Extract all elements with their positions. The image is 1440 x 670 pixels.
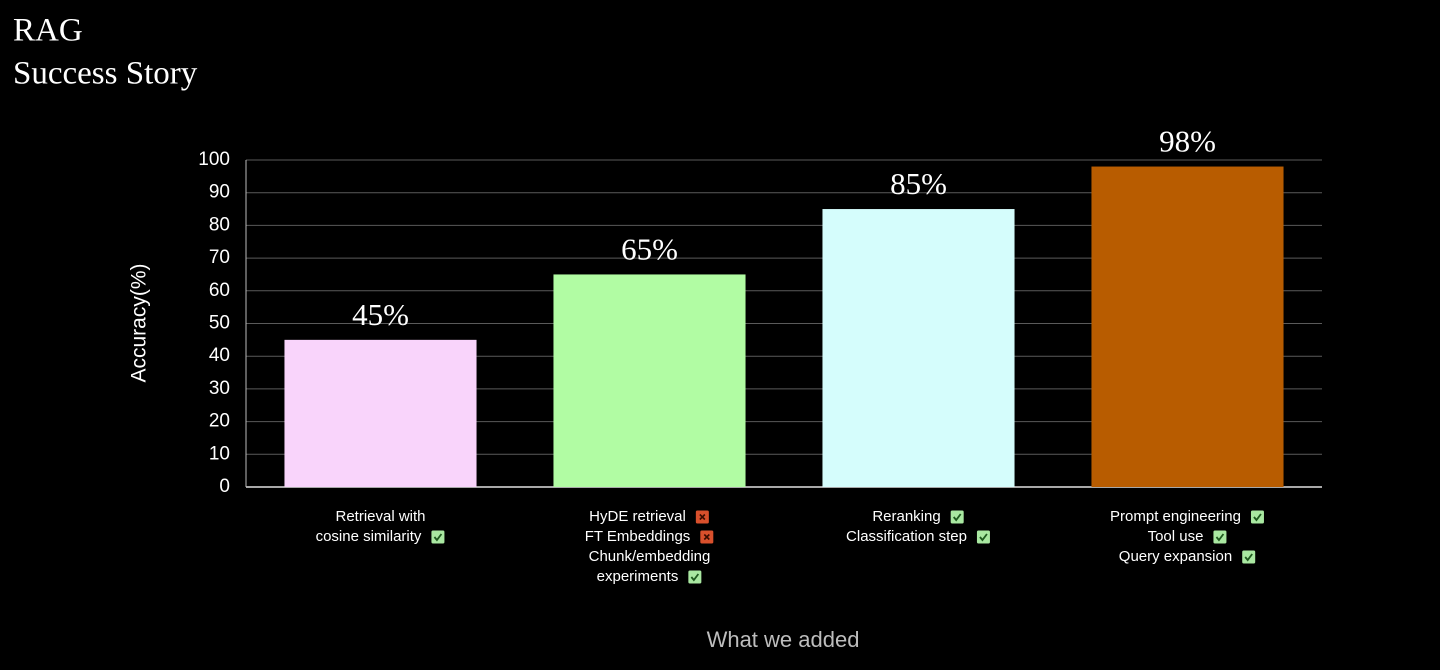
y-tick-label: 100 [198, 149, 230, 170]
y-tick-label: 90 [209, 182, 230, 203]
y-tick-label: 10 [209, 443, 230, 464]
icon-glyph [952, 513, 962, 522]
y-tick-label: 80 [209, 214, 230, 235]
check-icon [950, 510, 964, 524]
y-tick-label: 20 [209, 411, 230, 432]
icon-glyph [433, 533, 443, 542]
icon-glyph [1244, 553, 1253, 562]
x-tick-label: Reranking [872, 508, 940, 525]
icon-glyph [1215, 533, 1225, 542]
bar [822, 209, 1015, 488]
bar [553, 274, 746, 487]
check-icon [1250, 510, 1264, 524]
cross-icon [695, 510, 709, 524]
x-tick-label: Retrieval with [335, 508, 425, 525]
x-tick-label: Classification step [846, 528, 967, 545]
y-tick-label: 70 [209, 247, 230, 268]
value-label: 45% [352, 297, 409, 332]
icon-glyph [699, 513, 706, 521]
icon-box [976, 530, 990, 544]
icon-box [1250, 510, 1264, 524]
x-tick-label: experiments [597, 568, 679, 585]
check-icon [976, 530, 990, 544]
icon-box [950, 510, 964, 524]
check-icon [1242, 550, 1256, 564]
value-label: 65% [621, 232, 678, 267]
value-label: 98% [1159, 124, 1216, 159]
check-icon [688, 570, 702, 584]
x-tick-label: Tool use [1148, 528, 1204, 545]
icon-box [431, 530, 445, 544]
bar [1091, 166, 1284, 488]
y-tick-label: 40 [209, 345, 230, 366]
icon-box [688, 570, 702, 584]
x-axis-label: What we added [707, 627, 860, 652]
check-icon [431, 530, 445, 544]
y-tick-label: 60 [209, 280, 230, 301]
chart-title: RAG [13, 13, 83, 49]
icon-glyph [1253, 513, 1262, 522]
y-tick-label: 50 [209, 313, 230, 334]
icon-box [1213, 530, 1227, 544]
x-tick-label: Chunk/embedding [589, 548, 711, 565]
x-tick-label: Prompt engineering [1110, 508, 1241, 525]
value-label: 85% [890, 166, 947, 201]
bar [284, 339, 477, 487]
y-tick-label: 0 [219, 476, 230, 497]
y-axis-label: Accuracy(%) [128, 263, 151, 382]
x-tick-label: Query expansion [1119, 548, 1232, 565]
x-tick-label: HyDE retrieval [589, 508, 686, 525]
icon-glyph [979, 533, 988, 542]
cross-icon [700, 530, 714, 544]
check-icon [1213, 530, 1227, 544]
icon-box [1242, 550, 1256, 564]
icon-glyph [703, 533, 710, 541]
icon-glyph [690, 573, 700, 582]
x-tick-label: FT Embeddings [585, 528, 691, 545]
x-tick-label: cosine similarity [316, 528, 422, 545]
chart-subtitle: Success Story [13, 56, 198, 92]
y-tick-label: 30 [209, 378, 230, 399]
